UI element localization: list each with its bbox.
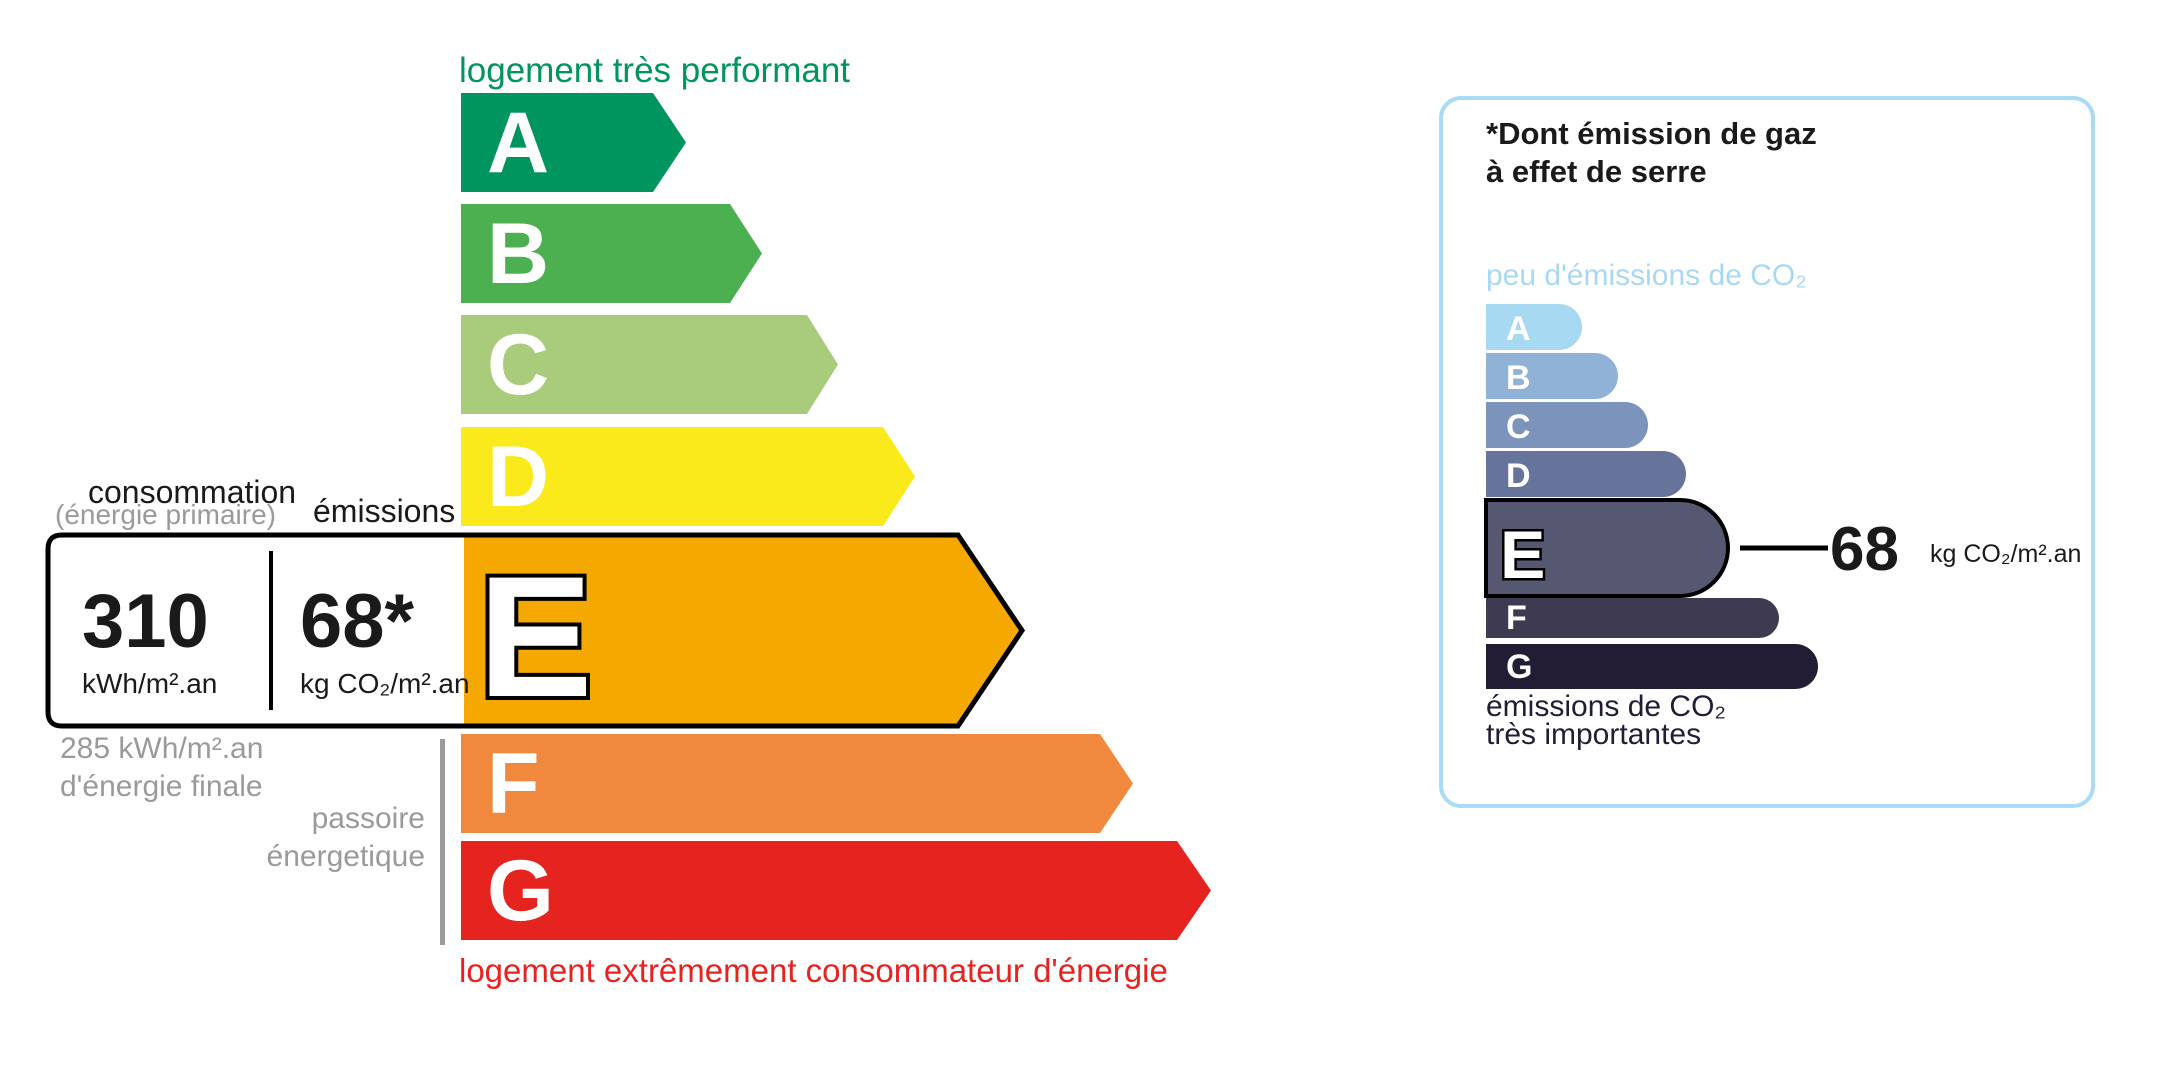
svg-text:logement extrêmement consommat: logement extrêmement consommateur d'éner… [459,952,1168,989]
svg-text:D: D [1506,457,1531,495]
svg-text:A: A [1506,310,1531,348]
svg-text:F: F [487,736,540,832]
svg-text:*Dont émission de gaz: *Dont émission de gaz [1486,116,1817,151]
svg-text:C: C [487,317,549,413]
svg-text:peu d'émissions de CO₂: peu d'émissions de CO₂ [1486,259,1807,292]
svg-text:E: E [1500,517,1545,593]
svg-text:F: F [1506,599,1527,637]
svg-text:G: G [1506,648,1532,686]
svg-text:A: A [487,95,549,191]
svg-text:kg CO₂/m².an: kg CO₂/m².an [1930,540,2081,568]
svg-text:C: C [1506,408,1531,446]
svg-text:B: B [487,206,549,302]
svg-text:E: E [478,541,593,733]
svg-text:émissions: émissions [313,493,455,529]
svg-text:à effet de serre: à effet de serre [1486,154,1707,189]
svg-text:D: D [487,429,549,525]
svg-text:B: B [1506,359,1531,397]
svg-text:très importantes: très importantes [1486,718,1701,751]
svg-text:(énergie primaire): (énergie primaire) [55,499,276,530]
svg-text:G: G [487,843,554,939]
svg-text:68: 68 [1830,515,1899,584]
svg-text:logement très performant: logement très performant [459,51,850,90]
